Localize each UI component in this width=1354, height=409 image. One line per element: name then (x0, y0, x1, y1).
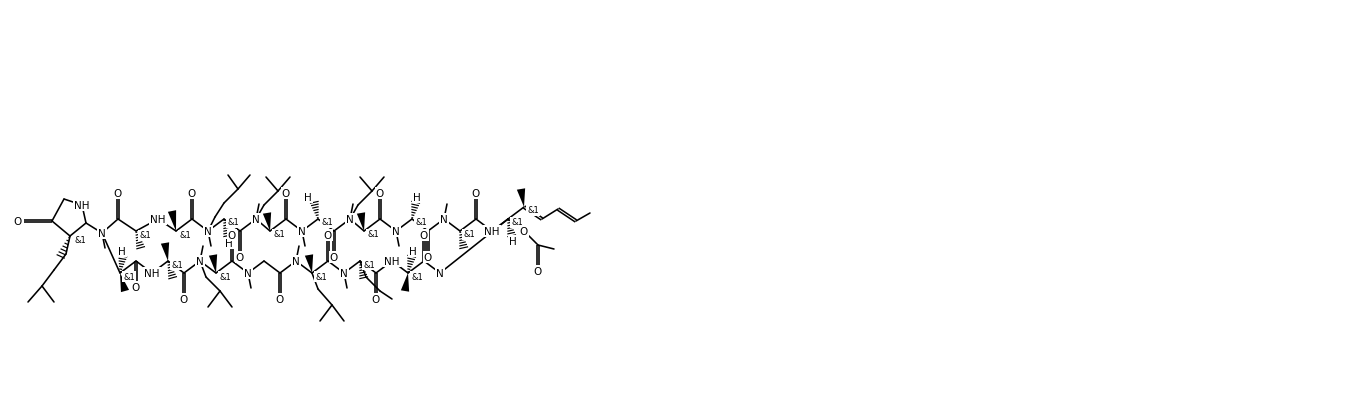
Text: &1: &1 (412, 272, 422, 281)
Text: N: N (436, 268, 444, 278)
Polygon shape (517, 189, 525, 207)
Text: O: O (376, 189, 385, 198)
Text: O: O (424, 252, 432, 262)
Polygon shape (121, 273, 129, 292)
Text: &1: &1 (123, 272, 135, 281)
Text: O: O (276, 294, 284, 304)
Text: H: H (509, 236, 517, 246)
Text: O: O (236, 252, 244, 262)
Text: &1: &1 (219, 272, 232, 281)
Text: N: N (97, 229, 106, 238)
Text: N: N (252, 214, 260, 225)
Polygon shape (305, 255, 313, 273)
Text: O: O (330, 252, 338, 262)
Text: &1: &1 (315, 272, 326, 281)
Text: N: N (298, 227, 306, 236)
Text: N: N (393, 227, 399, 236)
Text: N: N (204, 227, 211, 236)
Text: NH: NH (385, 256, 399, 266)
Text: H: H (409, 246, 417, 256)
Text: O: O (14, 216, 22, 227)
Text: O: O (282, 189, 290, 198)
Text: &1: &1 (139, 231, 150, 240)
Text: O: O (180, 294, 188, 304)
Text: &1: &1 (416, 218, 427, 227)
Text: O: O (533, 266, 542, 276)
Text: &1: &1 (367, 230, 379, 239)
Text: N: N (292, 256, 299, 266)
Text: &1: &1 (179, 231, 191, 240)
Text: N: N (196, 256, 204, 266)
Text: H: H (225, 238, 233, 248)
Text: O: O (473, 189, 481, 198)
Text: &1: &1 (363, 260, 375, 269)
Text: &1: &1 (227, 218, 238, 227)
Polygon shape (161, 243, 169, 261)
Text: NH: NH (74, 200, 89, 211)
Text: O: O (420, 230, 428, 240)
Text: O: O (131, 282, 139, 292)
Polygon shape (357, 213, 366, 231)
Text: O: O (372, 294, 380, 304)
Text: N: N (244, 268, 252, 278)
Text: N: N (347, 214, 353, 225)
Text: H: H (305, 193, 311, 202)
Text: NH: NH (150, 214, 165, 225)
Polygon shape (401, 273, 409, 292)
Polygon shape (168, 211, 176, 231)
Text: NH: NH (145, 268, 160, 278)
Text: N: N (340, 268, 348, 278)
Polygon shape (263, 213, 271, 231)
Text: &1: &1 (74, 236, 85, 245)
Text: H: H (118, 246, 126, 256)
Text: N: N (440, 214, 448, 225)
Text: &1: &1 (527, 206, 539, 215)
Text: O: O (520, 227, 528, 236)
Text: &1: &1 (463, 230, 475, 239)
Text: &1: &1 (510, 218, 523, 227)
Text: &1: &1 (171, 260, 183, 269)
Text: &1: &1 (321, 218, 333, 227)
Text: O: O (227, 230, 236, 240)
Text: O: O (188, 189, 196, 198)
Text: H: H (413, 193, 421, 202)
Text: NH: NH (485, 227, 500, 236)
Text: O: O (324, 230, 332, 240)
Text: &1: &1 (274, 230, 284, 239)
Polygon shape (209, 255, 217, 273)
Text: O: O (114, 189, 122, 198)
